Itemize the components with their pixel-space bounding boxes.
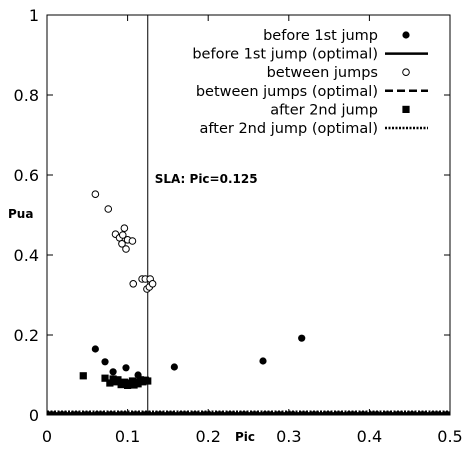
data-point bbox=[298, 334, 306, 342]
data-point bbox=[104, 205, 113, 213]
y-tick-label: 0.4 bbox=[14, 246, 39, 265]
data-point bbox=[106, 379, 114, 387]
legend-marker bbox=[402, 31, 410, 39]
data-point bbox=[148, 280, 157, 288]
data-point bbox=[122, 364, 130, 372]
y-tick-label: 0.8 bbox=[14, 86, 39, 105]
y-tick-label: 0 bbox=[29, 406, 39, 425]
data-point bbox=[101, 374, 109, 382]
y-tick-label: 1 bbox=[29, 6, 39, 25]
x-tick-label: 0.3 bbox=[276, 427, 301, 446]
data-point bbox=[91, 345, 99, 353]
legend-marker bbox=[402, 105, 410, 113]
data-point bbox=[101, 358, 109, 366]
y-axis-ticks: 0 0.2 0.4 0.6 0.8 1 bbox=[14, 6, 450, 425]
optimal-lines bbox=[47, 410, 450, 415]
y-axis-label: Pua bbox=[8, 207, 33, 221]
legend-label: after 2nd jump (optimal) bbox=[200, 121, 378, 137]
legend-label: before 1st jump bbox=[263, 28, 378, 44]
y-tick-label: 0.6 bbox=[14, 166, 39, 185]
data-point bbox=[134, 380, 142, 388]
x-tick-label: 0.2 bbox=[195, 427, 220, 446]
x-tick-label: 0.1 bbox=[115, 427, 140, 446]
data-point bbox=[114, 376, 122, 384]
data-point bbox=[120, 224, 129, 232]
y-tick-label: 0.2 bbox=[14, 326, 39, 345]
x-axis-ticks: 0 0.1 0.2 0.3 0.4 0.5 bbox=[42, 15, 463, 446]
data-point bbox=[122, 245, 130, 253]
x-axis-label: Pic bbox=[235, 430, 255, 444]
x-tick-label: 0.5 bbox=[437, 427, 462, 446]
legend-marker bbox=[402, 68, 410, 76]
data-point bbox=[144, 377, 152, 385]
legend-label: between jumps (optimal) bbox=[196, 84, 378, 100]
x-tick-label: 0 bbox=[42, 427, 52, 446]
data-point bbox=[128, 237, 137, 245]
plot-frame bbox=[46, 14, 451, 416]
data-point bbox=[259, 357, 267, 365]
legend-label: between jumps bbox=[267, 65, 378, 81]
legend-label: before 1st jump (optimal) bbox=[192, 47, 378, 63]
legend-label: after 2nd jump bbox=[270, 102, 378, 118]
data-point bbox=[118, 240, 126, 248]
data-markers bbox=[79, 190, 306, 389]
plot-border bbox=[46, 14, 451, 416]
data-point bbox=[91, 190, 100, 198]
data-point bbox=[170, 363, 178, 371]
sla-annotation: SLA: Pic=0.125 bbox=[155, 172, 258, 186]
legend: before 1st jump before 1st jump (optimal)… bbox=[192, 28, 428, 137]
data-point bbox=[129, 280, 138, 288]
data-point bbox=[79, 372, 87, 380]
data-point bbox=[109, 368, 117, 376]
data-point bbox=[118, 231, 127, 239]
x-tick-label: 0.4 bbox=[357, 427, 382, 446]
